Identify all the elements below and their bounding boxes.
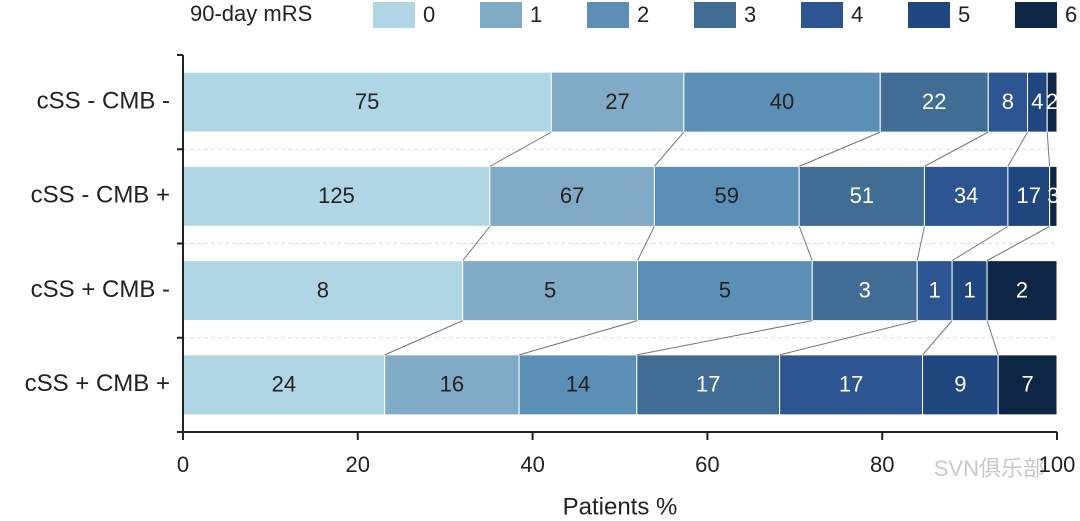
value-label: 34 <box>954 183 978 208</box>
value-label: 59 <box>715 183 739 208</box>
connector <box>916 226 925 261</box>
bar-segment <box>1046 71 1058 133</box>
bar-segment <box>384 354 520 416</box>
connector <box>384 320 463 356</box>
bar-segment <box>653 165 800 227</box>
value-label: 8 <box>1002 89 1014 114</box>
bar-segment <box>462 260 638 322</box>
value-label: 17 <box>696 372 720 397</box>
bar-segment <box>182 165 491 227</box>
bar-segment <box>779 354 924 416</box>
x-tick-label: 40 <box>520 452 544 477</box>
x-tick-label: 20 <box>346 452 370 477</box>
bar-segment <box>550 71 685 133</box>
connector <box>798 226 813 261</box>
connector <box>986 320 999 356</box>
legend-swatch <box>587 2 629 28</box>
value-label: 75 <box>355 89 379 114</box>
legend-label: 1 <box>530 2 542 27</box>
legend-swatch <box>694 2 736 28</box>
connector <box>951 225 1009 262</box>
x-tick-label: 100 <box>1039 452 1076 477</box>
value-label: 16 <box>440 372 464 397</box>
connector <box>653 131 685 167</box>
legend-title: 90-day mRS <box>190 1 312 26</box>
bar-segment <box>683 71 881 133</box>
bar-segment <box>636 354 781 416</box>
value-label: 14 <box>566 372 590 397</box>
legend-swatch <box>908 2 950 28</box>
value-label: 5 <box>719 277 731 302</box>
x-tick-label: 0 <box>177 452 189 477</box>
bar-segment <box>518 354 638 416</box>
bar-segment <box>1049 165 1058 227</box>
legend-label: 0 <box>423 2 435 27</box>
legend-swatch <box>801 2 843 28</box>
bar-segment <box>1007 165 1051 227</box>
value-label: 17 <box>839 372 863 397</box>
value-label: 1 <box>929 277 941 302</box>
legend-swatch <box>480 2 522 28</box>
value-label: 51 <box>850 183 874 208</box>
connector <box>637 226 655 261</box>
value-label: 40 <box>770 89 794 114</box>
value-label: 67 <box>560 183 584 208</box>
bar-segment <box>879 71 989 133</box>
bar-segment <box>489 165 655 227</box>
bar-segment <box>986 260 1058 322</box>
value-label: 5 <box>544 277 556 302</box>
connector <box>1007 131 1028 167</box>
connector <box>924 131 989 167</box>
value-label: 24 <box>272 372 296 397</box>
connector <box>462 226 491 261</box>
connector <box>1046 132 1051 167</box>
value-label: 2 <box>1046 89 1058 114</box>
value-label: 3 <box>1047 183 1059 208</box>
value-label: 2 <box>1016 277 1028 302</box>
bar-segment <box>182 354 386 416</box>
legend-swatch <box>373 2 415 28</box>
bar-segment <box>951 260 988 322</box>
x-axis-label: Patients % <box>563 493 678 520</box>
connector <box>799 131 881 167</box>
connector <box>519 320 638 356</box>
y-tick-label: cSS - CMB + <box>31 182 170 209</box>
bar-segment <box>997 354 1058 416</box>
connector <box>779 320 918 356</box>
legend-label: 6 <box>1065 2 1077 27</box>
value-label: 27 <box>605 89 629 114</box>
legend-label: 4 <box>851 2 863 27</box>
watermark: SVN俱乐部 <box>934 456 1045 481</box>
value-label: 125 <box>318 183 355 208</box>
value-label: 7 <box>1021 372 1033 397</box>
value-label: 22 <box>922 89 946 114</box>
x-tick-label: 60 <box>695 452 719 477</box>
value-label: 17 <box>1017 183 1041 208</box>
legend-label: 5 <box>958 2 970 27</box>
value-label: 9 <box>954 372 966 397</box>
bar-segment <box>923 165 1009 227</box>
legend-swatch <box>1015 2 1057 28</box>
x-tick-label: 80 <box>870 452 894 477</box>
legend-label: 2 <box>637 2 649 27</box>
y-tick-label: cSS - CMB - <box>37 87 170 114</box>
bar-segment <box>182 260 464 322</box>
connector <box>986 225 1050 262</box>
connector <box>636 320 813 356</box>
value-label: 3 <box>859 277 871 302</box>
legend-label: 3 <box>744 2 756 27</box>
value-label: 1 <box>963 277 975 302</box>
connector <box>922 320 953 356</box>
bar-segment <box>922 354 999 416</box>
value-label: 4 <box>1031 89 1043 114</box>
connector <box>489 131 552 167</box>
y-tick-label: cSS + CMB - <box>31 276 170 303</box>
y-tick-label: cSS + CMB + <box>25 370 170 397</box>
value-label: 8 <box>317 277 329 302</box>
